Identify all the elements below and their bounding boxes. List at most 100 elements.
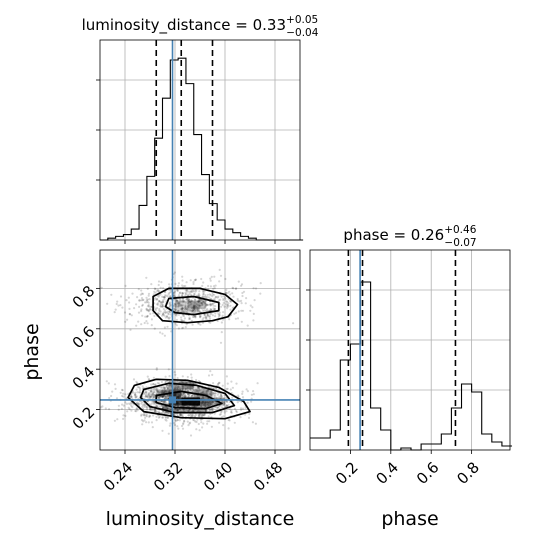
scatter-point <box>218 280 221 283</box>
scatter-point <box>194 290 197 293</box>
scatter-point <box>146 315 149 318</box>
scatter-point <box>185 307 188 310</box>
scatter-point <box>185 289 188 292</box>
scatter-point <box>168 283 171 286</box>
scatter-point <box>141 423 144 426</box>
scatter-point <box>186 389 189 392</box>
scatter-point <box>198 414 201 417</box>
scatter-point <box>167 316 170 319</box>
scatter-point <box>140 413 143 416</box>
scatter-point <box>251 421 254 424</box>
scatter-point <box>164 406 167 409</box>
scatter-point <box>152 414 155 417</box>
scatter-point <box>128 313 131 316</box>
scatter-point <box>185 307 188 310</box>
scatter-point <box>138 387 141 390</box>
scatter-point <box>239 407 243 410</box>
scatter-point <box>209 312 212 315</box>
scatter-point <box>168 303 171 306</box>
scatter-point <box>225 405 228 408</box>
scatter-point <box>173 271 176 274</box>
scatter-point <box>143 321 146 325</box>
scatter-point <box>140 299 143 302</box>
scatter-point <box>180 392 183 395</box>
scatter-point <box>135 303 138 306</box>
scatter-point <box>133 393 136 397</box>
scatter-point <box>176 409 179 412</box>
scatter-point <box>124 414 127 417</box>
scatter-point <box>157 295 160 298</box>
scatter-point <box>174 386 177 389</box>
scatter-point <box>124 401 127 404</box>
scatter-point <box>163 296 166 299</box>
scatter-point <box>241 396 245 399</box>
scatter-point <box>177 300 180 303</box>
scatter-point <box>161 394 164 398</box>
scatter-point <box>193 293 196 296</box>
scatter-point <box>226 303 229 306</box>
scatter-point <box>164 394 167 398</box>
scatter-point <box>115 302 118 306</box>
scatter-point <box>236 401 239 404</box>
scatter-point <box>184 387 187 390</box>
scatter-point <box>198 310 202 313</box>
scatter-point <box>232 295 235 298</box>
scatter-point <box>161 305 164 308</box>
scatter-point <box>244 406 247 409</box>
scatter-point <box>182 392 186 395</box>
scatter-point <box>214 401 217 404</box>
scatter-point <box>185 381 188 385</box>
scatter-point <box>129 328 132 331</box>
scatter-point <box>195 303 198 306</box>
scatter-point <box>252 393 255 396</box>
scatter-point <box>157 416 160 419</box>
scatter-point <box>149 307 152 310</box>
scatter-xtick-label-3: 0.48 <box>250 458 286 494</box>
scatter-point <box>195 289 198 292</box>
contour-upper-outer <box>152 287 239 324</box>
scatter-point <box>225 404 228 407</box>
scatter-point <box>150 383 153 386</box>
scatter-point <box>211 295 214 298</box>
scatter-point <box>146 314 149 318</box>
scatter-point <box>175 314 178 317</box>
scatter-point <box>149 308 152 311</box>
scatter-point <box>209 321 212 324</box>
scatter-point <box>164 390 167 393</box>
scatter-point <box>196 309 199 312</box>
scatter-point <box>188 393 191 397</box>
scatter-point <box>180 308 183 311</box>
scatter-point <box>188 317 192 320</box>
scatter-point <box>176 419 179 422</box>
scatter-point <box>190 390 193 393</box>
scatter-point <box>174 282 177 285</box>
scatter-point <box>203 290 206 293</box>
scatter-point <box>188 385 191 388</box>
scatter-point <box>190 413 193 416</box>
scatter-point <box>162 391 165 394</box>
scatter-ytick-label-2: 0.6 <box>69 322 99 352</box>
scatter-point <box>203 413 206 416</box>
scatter-point <box>209 304 212 307</box>
scatter-point <box>201 307 204 310</box>
scatter-point <box>173 290 177 293</box>
scatter-point <box>188 381 192 384</box>
scatter-point <box>201 299 204 302</box>
scatter-point <box>218 268 221 271</box>
scatter-point <box>210 303 213 307</box>
scatter-point <box>192 418 195 421</box>
scatter-point <box>130 404 133 407</box>
scatter-point <box>217 406 220 409</box>
scatter-point <box>213 308 217 311</box>
scatter-point <box>145 276 148 279</box>
scatter-point <box>190 306 193 309</box>
scatter-point <box>188 317 191 321</box>
scatter-point <box>192 305 195 308</box>
scatter-point <box>194 388 198 392</box>
scatter-point <box>194 308 197 311</box>
scatter-point <box>208 293 211 296</box>
scatter-point <box>204 305 207 308</box>
scatter-point <box>164 411 167 414</box>
scatter-point <box>210 394 213 397</box>
scatter-point <box>164 401 167 404</box>
